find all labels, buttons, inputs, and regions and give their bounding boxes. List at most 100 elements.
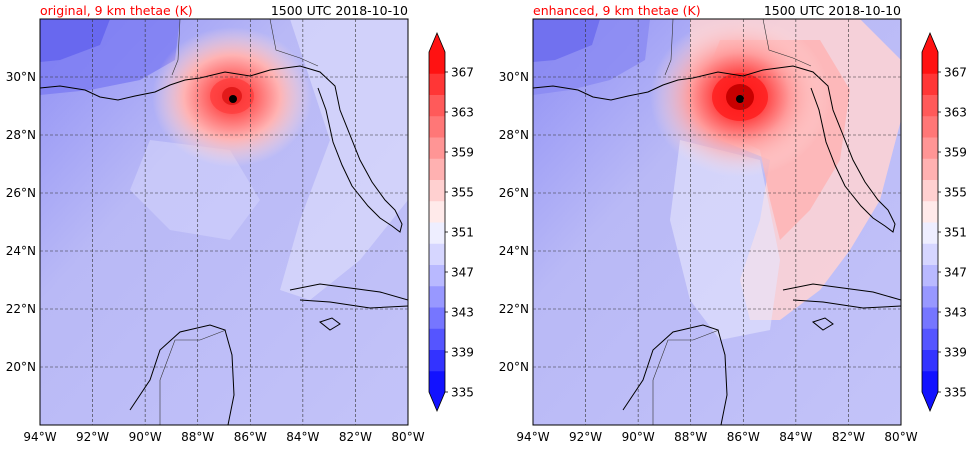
latitude-tick-label: 26°N [6,186,36,200]
political-borders [40,19,319,425]
coastlines [533,65,901,425]
latitude-axis: 20°N 22°N 24°N 26°N 28°N 30°N [6,70,36,374]
map-plot-area [533,19,901,425]
colorbar-level-swatch [429,243,445,265]
colorbar-tick-label: 335 [451,386,474,400]
latitude-tick-label: 26°N [499,186,529,200]
storm-center-marker [736,95,744,103]
colorbar-level-swatch [429,73,445,95]
latitude-tick-label: 24°N [499,244,529,258]
graticule [40,19,408,425]
colorbar-tick-label: 351 [944,226,967,240]
colorbar-level-swatch [429,179,445,202]
colorbar-tick-label: 347 [451,266,474,280]
latitude-axis: 20°N 22°N 24°N 26°N 28°N 30°N [499,70,529,374]
colorbar-level-swatch [922,222,938,244]
latitude-tick-label: 20°N [6,360,36,374]
colorbar-extend-max [429,33,445,52]
colorbar-level-swatch [429,94,445,117]
colorbar-tick-label: 363 [451,106,474,120]
colorbar-tick-label: 343 [451,306,474,320]
colorbar-level-swatch [922,179,938,202]
map-frame [39,18,409,426]
colorbar-level-swatch [429,349,445,372]
colorbar-level-swatch [429,285,445,308]
latitude-tick-label: 28°N [499,128,529,142]
colorbar-level-swatch [922,200,938,223]
colorbar-level-swatch [429,222,445,244]
longitude-tick-label: 92°W [569,430,602,444]
longitude-tick-label: 94°W [516,430,549,444]
colorbar-tick-label: 355 [944,186,967,200]
political-borders [652,19,812,425]
colorbar-level-swatch [922,52,938,74]
colorbar-level-swatch [922,137,938,159]
colorbar-level-swatch [429,307,445,329]
panel-title-right: 1500 UTC 2018-10-10 [271,3,408,18]
colorbar-level-swatch [922,94,938,117]
colorbar-level-swatch [429,370,445,393]
colorbar-level-swatch [922,264,938,287]
longitude-tick-label: 90°W [129,430,162,444]
colorbar-tick-label: 359 [944,146,967,160]
longitude-tick-label: 88°W [674,430,707,444]
colorbar-level-swatch [922,370,938,393]
colorbar-level-swatch [429,200,445,223]
colorbar-level-swatch [429,264,445,287]
colorbar-level-swatch [922,328,938,350]
colorbar-tick-label: 347 [944,266,967,280]
colorbar-tick-label: 359 [451,146,474,160]
panel-title-left: enhanced, 9 km thetae (K) [533,3,701,18]
longitude-axis: 94°W 92°W 90°W 88°W 86°W 84°W 82°W 80°W [23,430,424,444]
latitude-tick-label: 24°N [6,244,36,258]
colorbar-extend-min [922,392,938,411]
colorbar-tick-label: 363 [944,106,967,120]
latitude-tick-label: 22°N [6,302,36,316]
graticule [533,19,901,425]
colorbar-tick-label: 339 [944,346,967,360]
latitude-tick-label: 20°N [499,360,529,374]
longitude-tick-label: 80°W [391,430,424,444]
colorbar-tick-label: 335 [944,386,967,400]
longitude-tick-label: 82°W [832,430,865,444]
colorbar-level-swatch [922,115,938,138]
colorbar-level-swatch [922,158,938,180]
longitude-tick-label: 94°W [23,430,56,444]
longitude-tick-label: 86°W [727,430,760,444]
longitude-tick-label: 84°W [286,430,319,444]
longitude-tick-label: 88°W [181,430,214,444]
colorbar-tick-label: 367 [451,66,474,80]
colorbar-enhanced: 335 339 343 347 351 355 359 363 367 [921,31,967,413]
colorbar-level-swatch [429,137,445,159]
moist-band [280,19,408,300]
longitude-tick-label: 92°W [76,430,109,444]
colorbar-extend-max [922,33,938,52]
coastlines [40,65,408,425]
longitude-tick-label: 84°W [779,430,812,444]
colorbar-tick-label: 343 [944,306,967,320]
colorbar-level-swatch [922,285,938,308]
map-plot-area [40,19,408,425]
cool-air-region-2 [533,19,600,62]
colorbar-level-swatch [429,52,445,74]
colorbar-original: 335 339 343 347 351 355 359 363 367 [428,31,474,413]
longitude-tick-label: 82°W [339,430,372,444]
panel-title-left: original, 9 km thetae (K) [40,3,193,18]
colorbar-tick-label: 355 [451,186,474,200]
light-band [670,140,780,340]
colorbar-level-swatch [429,115,445,138]
colorbar-tick-label: 351 [451,226,474,240]
longitude-tick-label: 86°W [234,430,267,444]
colorbar-level-swatch [429,328,445,350]
panel-title-right: 1500 UTC 2018-10-10 [764,3,901,18]
map-frame [532,18,902,426]
colorbar-level-swatch [922,307,938,329]
colorbar-extend-min [429,392,445,411]
colorbar-level-swatch [922,349,938,372]
colorbar-level-swatch [922,73,938,95]
latitude-tick-label: 22°N [499,302,529,316]
panel-original: original, 9 km thetae (K) 1500 UTC 2018-… [6,3,425,444]
panel-enhanced: enhanced, 9 km thetae (K) 1500 UTC 2018-… [499,3,918,444]
latitude-tick-label: 30°N [6,70,36,84]
